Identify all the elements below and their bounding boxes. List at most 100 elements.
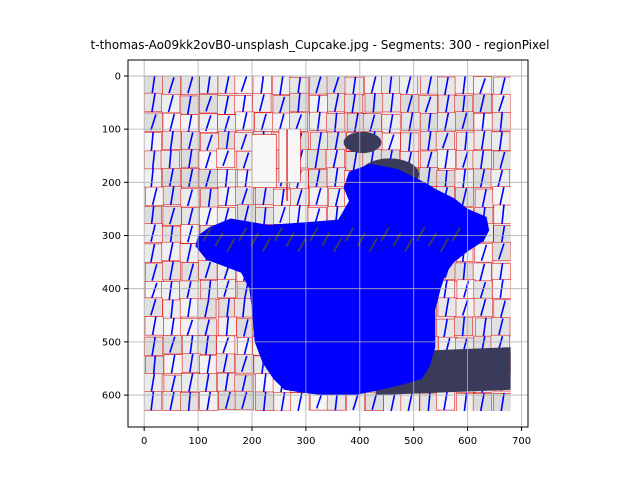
orientation-vector: [150, 114, 157, 131]
orientation-vector: [480, 244, 488, 261]
orientation-vector: [186, 319, 194, 336]
orientation-vector: [351, 93, 356, 113]
orientation-vector: [500, 300, 506, 318]
orientation-vector: [461, 112, 468, 130]
hatch-stroke: [214, 232, 224, 247]
orientation-vector: [352, 151, 358, 171]
orientation-vector: [206, 134, 213, 151]
orientation-vector: [204, 261, 212, 279]
orientation-vector: [408, 112, 414, 131]
orientation-vector: [150, 205, 155, 226]
orientation-vector: [189, 335, 194, 355]
orientation-vector: [240, 355, 248, 372]
orientation-vector: [169, 113, 176, 132]
orientation-vector: [186, 95, 192, 115]
orientation-vector: [188, 373, 194, 392]
orientation-vector: [316, 111, 321, 132]
orientation-vector: [150, 298, 157, 316]
orientation-vector: [242, 297, 246, 318]
orientation-vector: [407, 132, 412, 153]
orientation-vector: [501, 204, 505, 225]
orientation-vector: [296, 189, 303, 206]
hatch-stroke: [285, 232, 295, 247]
shadow-region: [343, 131, 382, 154]
hatch-stroke: [321, 232, 331, 247]
orientation-vector: [151, 93, 156, 112]
orientation-vector: [498, 262, 504, 283]
hatch-stroke: [439, 237, 450, 252]
orientation-vector: [462, 75, 467, 95]
x-tick-label: 400: [350, 436, 369, 447]
orientation-vector: [168, 207, 176, 225]
hatch-stroke: [261, 237, 272, 252]
orientation-vector: [150, 391, 155, 411]
orientation-vector: [444, 94, 450, 114]
orientation-vector: [441, 132, 449, 149]
orientation-vector: [150, 168, 154, 189]
orientation-vector: [262, 207, 267, 227]
orientation-vector: [315, 76, 322, 94]
orientation-vector: [225, 316, 230, 337]
orientation-vector: [316, 95, 321, 115]
orientation-vector: [224, 186, 230, 206]
hatch-stroke: [238, 227, 248, 242]
orientation-vector: [207, 280, 212, 300]
orientation-vector: [480, 130, 486, 150]
x-tick-label: 500: [404, 436, 423, 447]
orientation-vector: [479, 281, 487, 299]
orientation-vector: [315, 392, 323, 409]
orientation-vector: [151, 150, 156, 171]
x-tick-label: 100: [189, 436, 208, 447]
orientation-vector: [499, 151, 506, 169]
orientation-vector: [150, 373, 156, 393]
orientation-vector: [242, 152, 250, 169]
orientation-vector: [260, 75, 265, 95]
orientation-vector: [262, 185, 267, 205]
orientation-vector: [370, 76, 377, 94]
orientation-vector: [169, 336, 176, 353]
orientation-vector: [480, 298, 487, 316]
orientation-vector: [151, 336, 156, 356]
orientation-vector: [443, 77, 449, 96]
hatch-stroke: [309, 227, 319, 242]
orientation-vector: [205, 170, 212, 187]
y-tick-label: 400: [102, 284, 121, 295]
orientation-vector: [369, 114, 376, 132]
orientation-vector: [352, 393, 359, 411]
orientation-vector: [205, 207, 212, 225]
orientation-vector: [170, 317, 175, 338]
orientation-vector: [204, 335, 210, 355]
hatch-stroke: [297, 237, 307, 252]
foreground-vectors: [195, 163, 490, 396]
orientation-vector: [479, 94, 486, 113]
orientation-vector: [240, 75, 248, 92]
orientation-vector: [497, 169, 504, 188]
orientation-vector: [387, 134, 395, 151]
orientation-vector: [479, 393, 485, 412]
orientation-vector: [187, 207, 194, 226]
hatch-stroke: [451, 227, 461, 242]
orientation-vector: [371, 392, 378, 411]
orientation-vector: [353, 113, 359, 132]
hatch-stroke: [333, 237, 343, 252]
orientation-vector: [334, 188, 341, 207]
orientation-vector: [334, 131, 340, 151]
orientation-vector: [497, 318, 504, 336]
orientation-vector: [479, 263, 486, 281]
orientation-vector: [224, 169, 229, 189]
hatch-stroke: [368, 237, 378, 252]
chart-title: t-thomas-Ao09kk2ovB0-unsplash_Cupcake.jp…: [91, 38, 550, 52]
orientation-vector: [168, 242, 174, 261]
hatch-stroke: [356, 232, 367, 247]
hatch-stroke: [404, 237, 414, 252]
hatch-stroke: [392, 232, 402, 247]
orientation-vector: [278, 113, 285, 131]
orientation-vector: [479, 78, 486, 95]
orientation-vector: [444, 297, 450, 317]
orientation-vector: [479, 169, 486, 188]
orientation-vector: [222, 354, 228, 373]
orientation-vector: [187, 114, 193, 134]
orientation-vector: [407, 393, 413, 412]
orientation-vector: [426, 151, 433, 169]
